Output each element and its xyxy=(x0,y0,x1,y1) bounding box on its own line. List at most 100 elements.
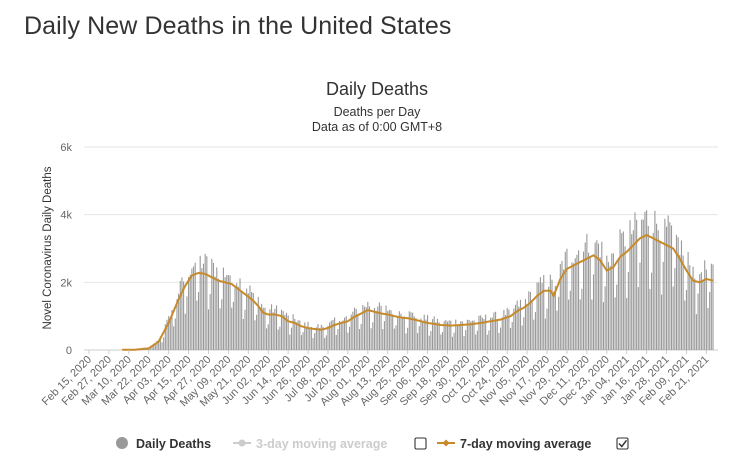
daily-deaths-bar xyxy=(602,302,605,350)
daily-deaths-bar xyxy=(707,308,709,350)
daily-deaths-bar xyxy=(367,301,369,350)
daily-deaths-bar xyxy=(616,284,618,350)
chart-subtitle-data-as-of: Data as of 0:00 GMT+8 xyxy=(312,120,442,134)
daily-deaths-bar xyxy=(465,330,467,350)
daily-deaths-bar xyxy=(209,294,211,350)
check-icon xyxy=(618,439,628,448)
daily-deaths-bar xyxy=(259,308,261,350)
daily-deaths-bar xyxy=(657,230,659,350)
daily-deaths-bar xyxy=(541,282,543,350)
daily-deaths-bar xyxy=(481,317,483,350)
legend-item-3-day-average[interactable]: 3-day moving average xyxy=(233,437,387,451)
daily-deaths-bar xyxy=(179,280,181,350)
daily-deaths-bar xyxy=(573,263,575,350)
daily-deaths-bar xyxy=(383,321,385,350)
daily-deaths-bar xyxy=(181,277,183,350)
daily-deaths-bar xyxy=(398,311,400,350)
daily-deaths-bar xyxy=(538,282,540,350)
daily-deaths-bar xyxy=(637,287,639,350)
daily-deaths-bar xyxy=(227,275,229,350)
daily-deaths-bar xyxy=(196,300,198,350)
daily-deaths-bar xyxy=(508,309,510,350)
daily-deaths-bar xyxy=(242,319,244,350)
daily-deaths-bar xyxy=(368,306,371,350)
legend-7-day-checkbox[interactable] xyxy=(616,437,629,450)
daily-deaths-bar xyxy=(468,319,470,350)
daily-deaths-bar xyxy=(446,321,449,350)
daily-deaths-bar xyxy=(247,293,249,350)
legend-3-day-label: 3-day moving average xyxy=(256,437,387,451)
y-tick-label: 4k xyxy=(60,210,72,222)
seven-day-average-line[interactable] xyxy=(122,233,714,351)
daily-deaths-bar xyxy=(178,293,180,350)
daily-deaths-bar xyxy=(695,314,697,350)
daily-deaths-bar xyxy=(634,212,636,350)
daily-deaths-bar xyxy=(329,322,331,350)
daily-deaths-bar xyxy=(644,211,646,350)
seven-day-average-path xyxy=(122,233,714,351)
daily-deaths-bar xyxy=(445,319,447,350)
daily-deaths-bar xyxy=(226,275,228,350)
daily-deaths-bar xyxy=(490,317,492,350)
daily-deaths-bar xyxy=(261,303,263,350)
daily-deaths-bar xyxy=(559,264,561,350)
daily-deaths-bar xyxy=(471,320,473,350)
daily-deaths-bar xyxy=(372,322,374,350)
daily-deaths-bar xyxy=(304,322,306,350)
legend-item-7-day-average[interactable]: 7-day moving average xyxy=(437,437,591,451)
daily-deaths-bar xyxy=(647,225,649,350)
daily-deaths-bar xyxy=(193,266,195,350)
daily-deaths-bar xyxy=(642,219,644,350)
daily-deaths-bar xyxy=(496,319,498,350)
daily-deaths-bar xyxy=(337,328,339,350)
daily-deaths-bar xyxy=(427,314,429,350)
daily-deaths-bar xyxy=(685,290,687,350)
daily-deaths-bar xyxy=(531,300,533,350)
legend-3-day-checkbox[interactable] xyxy=(414,437,427,450)
daily-deaths-bar xyxy=(680,240,683,350)
daily-deaths-bar xyxy=(349,326,351,350)
daily-deaths-bar xyxy=(554,285,556,350)
daily-deaths-bar xyxy=(415,318,417,350)
daily-deaths-bar xyxy=(262,307,264,350)
daily-deaths-bar xyxy=(211,258,213,350)
legend-item-daily-deaths[interactable]: Daily Deaths xyxy=(116,437,211,451)
daily-deaths-bar xyxy=(438,322,440,350)
daily-deaths-bar xyxy=(526,304,528,350)
daily-deaths-bar xyxy=(292,314,294,350)
daily-deaths-bar xyxy=(704,260,706,350)
daily-deaths-bar xyxy=(483,319,485,350)
daily-deaths-bar xyxy=(622,231,624,350)
daily-deaths-bar xyxy=(272,312,274,350)
daily-deaths-bar xyxy=(194,262,196,350)
daily-deaths-bar xyxy=(641,219,643,350)
daily-deaths-bar xyxy=(357,313,359,350)
daily-deaths-bar xyxy=(587,252,590,350)
daily-deaths-bar xyxy=(161,342,163,350)
daily-deaths-bar xyxy=(410,312,412,350)
daily-deaths-bar xyxy=(334,317,336,350)
daily-deaths-bar xyxy=(431,319,434,350)
daily-deaths-bar xyxy=(679,254,681,350)
daily-deaths-bar xyxy=(330,320,332,350)
checkbox-box xyxy=(616,437,629,450)
daily-deaths-bar xyxy=(700,272,702,350)
daily-deaths-bar xyxy=(463,335,465,350)
daily-deaths-bar xyxy=(591,299,593,350)
daily-deaths-bar xyxy=(430,330,432,350)
daily-deaths-bars[interactable] xyxy=(136,210,714,350)
daily-deaths-bar xyxy=(646,210,648,350)
daily-deaths-bar xyxy=(674,268,676,350)
daily-deaths-bar xyxy=(669,222,671,350)
daily-deaths-bar xyxy=(576,254,578,350)
daily-deaths-bar xyxy=(544,318,546,350)
daily-deaths-bar xyxy=(493,312,495,350)
daily-deaths-bar xyxy=(583,251,585,350)
daily-deaths-bar xyxy=(420,318,422,350)
daily-deaths-bar xyxy=(436,318,439,350)
daily-deaths-bar xyxy=(375,310,377,350)
daily-deaths-bar xyxy=(319,328,321,350)
daily-deaths-bar xyxy=(632,230,634,350)
daily-deaths-bar xyxy=(166,319,168,350)
daily-deaths-bar xyxy=(271,304,273,350)
